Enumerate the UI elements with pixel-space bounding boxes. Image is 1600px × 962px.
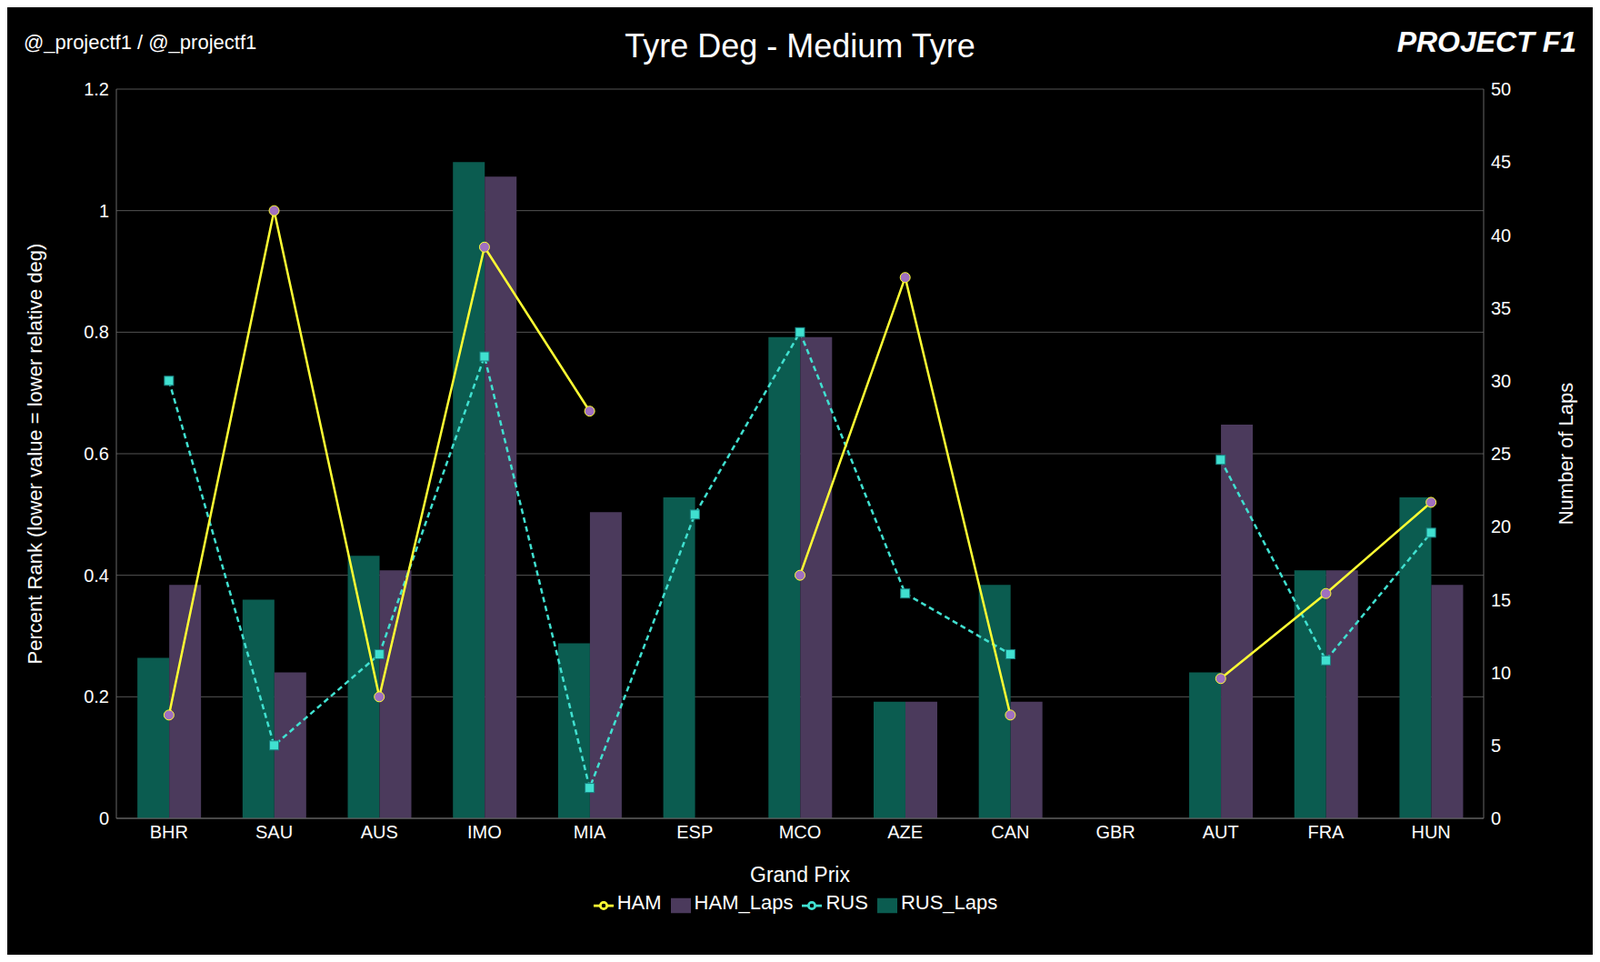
svg-text:5: 5 [1490,735,1501,756]
html-text:RUS_Laps: RUS_Laps [900,890,998,914]
svg-text:1: 1 [99,200,110,221]
svg-text:35: 35 [1490,298,1511,319]
svg-text:GBR: GBR [1095,821,1135,842]
svg-text:IMO: IMO [467,821,502,842]
svg-text:0.6: 0.6 [83,443,110,464]
svg-text:MCO: MCO [779,821,822,842]
svg-text:AZE: AZE [887,821,923,842]
svg-text:Number of Laps: Number of Laps [1554,382,1578,526]
svg-text:0: 0 [1490,808,1501,829]
svg-text:MIA: MIA [573,821,607,842]
svg-text:AUT: AUT [1202,821,1240,842]
svg-text:45: 45 [1490,151,1511,172]
html-text:PROJECT F1: PROJECT F1 [1396,25,1577,59]
html-text:HAM: HAM [617,890,662,914]
svg-text:1.2: 1.2 [83,79,110,100]
svg-text:Grand Prix: Grand Prix [750,862,850,887]
svg-text:AUS: AUS [360,821,399,842]
svg-text:10: 10 [1490,662,1511,683]
html-text:RUS: RUS [825,890,869,914]
svg-text:15: 15 [1490,590,1511,610]
html-text:HAM_Laps: HAM_Laps [694,890,794,914]
svg-text:BHR: BHR [150,821,189,842]
svg-text:30: 30 [1490,370,1511,391]
svg-text:SAU: SAU [255,821,293,842]
svg-text:FRA: FRA [1307,821,1345,842]
svg-text:25: 25 [1490,443,1511,464]
svg-text:CAN: CAN [990,821,1030,842]
svg-text:Percent Rank (lower value = lo: Percent Rank (lower value = lower relati… [23,243,47,665]
svg-text:0.4: 0.4 [83,565,110,586]
svg-text:0.8: 0.8 [83,321,110,342]
svg-text:ESP: ESP [676,821,713,842]
svg-text:40: 40 [1490,225,1511,246]
svg-text:0.2: 0.2 [83,686,110,707]
html-text:@_projectf1 / @_projectf1: @_projectf1 / @_projectf1 [23,30,257,54]
html-text:Tyre Deg - Medium Tyre: Tyre Deg - Medium Tyre [624,27,976,65]
svg-text:20: 20 [1490,516,1511,537]
svg-text:0: 0 [99,808,110,829]
svg-text:HUN: HUN [1410,821,1450,842]
svg-text:50: 50 [1490,79,1511,100]
